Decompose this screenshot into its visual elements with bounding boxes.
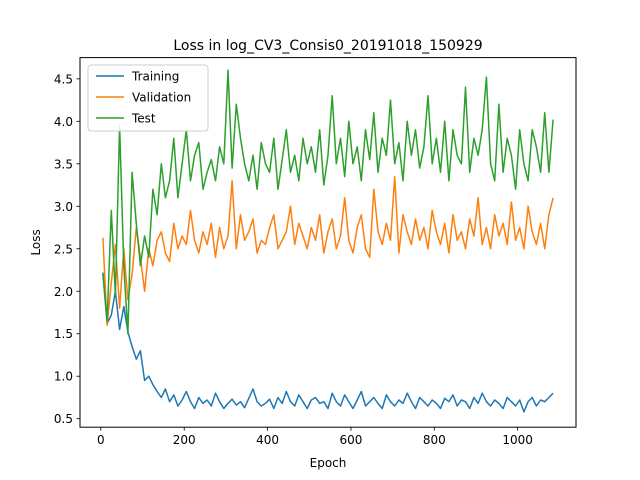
y-tick-label: 1.0 (54, 370, 73, 384)
legend-label-training: Training (131, 70, 179, 84)
y-tick-label: 2.5 (54, 242, 73, 256)
x-axis-label: Epoch (310, 456, 347, 470)
y-axis-ticks: 0.5 1.0 1.5 2.0 2.5 3.0 3.5 4.0 4.5 (54, 72, 80, 426)
plot-frame (79, 57, 577, 428)
legend-label-validation: Validation (132, 91, 191, 105)
x-tick-label: 1000 (502, 433, 533, 447)
y-tick-label: 0.5 (54, 412, 73, 426)
legend-box (87, 64, 209, 132)
series-line-validation (102, 175, 554, 326)
legend-label-test: Test (131, 112, 156, 126)
y-tick-label: 1.5 (54, 327, 73, 341)
x-axis-ticks: 0 200 400 600 800 1000 (97, 427, 533, 447)
series-line-test (102, 69, 554, 335)
y-tick-label: 4.0 (54, 115, 73, 129)
x-tick-label: 200 (173, 433, 196, 447)
x-tick-label: 800 (423, 433, 446, 447)
x-tick-label: 600 (339, 433, 362, 447)
y-tick-label: 2.0 (54, 285, 73, 299)
chart-title: Loss in log_CV3_Consis0_20191018_150929 (173, 38, 482, 54)
y-axis-label: Loss (29, 229, 43, 255)
y-tick-label: 4.5 (54, 72, 73, 86)
y-tick-label: 3.5 (54, 157, 73, 171)
x-tick-label: 400 (256, 433, 279, 447)
y-tick-label: 3.0 (54, 200, 73, 214)
series-line-training (102, 272, 554, 413)
legend: Training Validation Test (87, 64, 209, 132)
x-tick-label: 0 (97, 433, 105, 447)
series-layer (102, 69, 554, 413)
